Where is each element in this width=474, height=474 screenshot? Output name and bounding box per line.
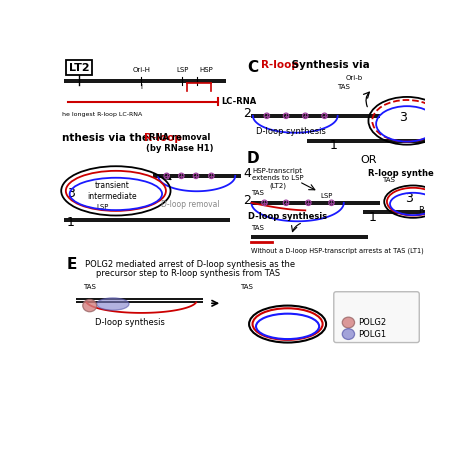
Text: HSP: HSP <box>199 67 213 73</box>
Text: 3: 3 <box>67 187 75 200</box>
Text: TAS: TAS <box>337 84 350 90</box>
Ellipse shape <box>342 317 355 328</box>
Ellipse shape <box>83 300 97 312</box>
Text: LSP: LSP <box>320 193 332 199</box>
Text: LT2: LT2 <box>69 63 89 73</box>
Text: LSP: LSP <box>97 203 109 210</box>
Text: I: I <box>140 84 142 90</box>
Text: R: R <box>418 206 424 215</box>
Text: precursor step to R-loop synthesis from TAS: precursor step to R-loop synthesis from … <box>96 269 280 278</box>
Text: POLG2: POLG2 <box>358 318 386 327</box>
Text: D: D <box>247 151 259 166</box>
Text: 1: 1 <box>66 216 74 229</box>
Text: 1: 1 <box>368 211 376 224</box>
Text: TAS: TAS <box>251 225 264 231</box>
Text: POLG2 mediated arrest of D-loop synthesis as the: POLG2 mediated arrest of D-loop synthesi… <box>85 260 295 269</box>
Text: Synthesis via: Synthesis via <box>288 60 370 70</box>
Text: TAS: TAS <box>240 284 253 291</box>
Text: 4: 4 <box>243 167 251 180</box>
Text: R-loop synthe: R-loop synthe <box>368 169 434 178</box>
Text: R-loop: R-loop <box>144 133 182 143</box>
Text: 1: 1 <box>330 139 337 152</box>
Text: E: E <box>66 257 77 272</box>
FancyBboxPatch shape <box>334 292 419 343</box>
Text: transient
intermediate: transient intermediate <box>87 181 137 201</box>
Text: D-loop synthesis: D-loop synthesis <box>256 127 327 136</box>
Text: LSP: LSP <box>176 67 188 73</box>
Text: RNA removal
(by RNase H1): RNA removal (by RNase H1) <box>146 133 213 153</box>
Text: POLG1: POLG1 <box>358 329 386 338</box>
Text: HSP-transcript
extends to LSP
(LT2): HSP-transcript extends to LSP (LT2) <box>252 168 303 189</box>
Text: 3: 3 <box>405 191 413 205</box>
Text: TAS: TAS <box>251 191 264 197</box>
Text: D-loop synthesis: D-loop synthesis <box>95 318 164 327</box>
Text: nthesis via the: nthesis via the <box>62 133 153 143</box>
Text: Without a D-loop HSP-transcript arrests at TAS (LT1): Without a D-loop HSP-transcript arrests … <box>251 248 424 254</box>
Ellipse shape <box>342 328 355 339</box>
Text: TAS: TAS <box>83 284 96 291</box>
Text: TAS: TAS <box>383 177 395 183</box>
Text: he longest R-loop LC-RNA: he longest R-loop LC-RNA <box>62 112 142 117</box>
Text: 2: 2 <box>244 107 252 120</box>
Text: Ori-b: Ori-b <box>346 75 363 81</box>
Text: LC-RNA: LC-RNA <box>221 97 256 106</box>
Text: Ori-H: Ori-H <box>132 67 150 73</box>
Text: 2: 2 <box>244 194 252 207</box>
Ellipse shape <box>97 298 129 310</box>
Text: D-loop synthesis: D-loop synthesis <box>248 211 327 220</box>
Text: OR: OR <box>360 155 377 165</box>
Text: R-loop: R-loop <box>261 60 299 70</box>
Text: D-loop removal: D-loop removal <box>161 200 219 209</box>
Text: C: C <box>247 60 258 75</box>
Text: 3: 3 <box>399 111 407 124</box>
